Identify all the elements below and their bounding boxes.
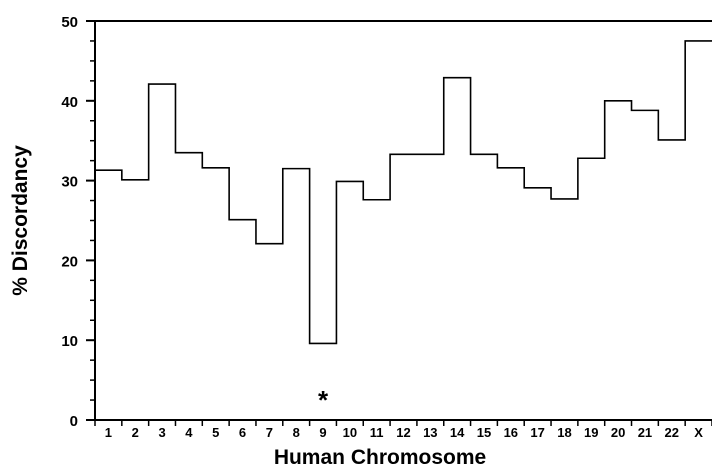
x-tick-label: 11 (370, 425, 384, 440)
x-tick-label: 10 (343, 425, 357, 440)
x-tick-label: 20 (611, 425, 625, 440)
discordancy-step-line (95, 40, 712, 345)
x-tick-label: 21 (638, 425, 652, 440)
y-tick-label: 10 (61, 333, 78, 350)
x-tick-label: 19 (584, 425, 598, 440)
x-tick-label: 3 (158, 425, 165, 440)
y-tick-label: 40 (61, 94, 78, 111)
x-tick-label: 14 (450, 425, 465, 440)
x-tick-label: 9 (319, 425, 326, 440)
x-tick-label: 5 (212, 425, 219, 440)
annotations: * (318, 385, 329, 415)
y-axis-title: % Discordancy (9, 145, 32, 296)
y-ticks: 0 10 20 30 40 50 (61, 14, 95, 430)
x-tick-label: 18 (557, 425, 571, 440)
y-tick-label: 50 (61, 14, 78, 31)
significance-asterisk: * (318, 385, 329, 415)
x-ticks: 1 2 3 4 5 6 7 8 9 10 11 12 13 14 15 16 17 18 19 20 21 22 X (94, 420, 712, 440)
x-tick-label: 6 (239, 425, 246, 440)
x-axis-title: Human Chromosome (274, 446, 486, 469)
x-tick-label: 8 (293, 425, 300, 440)
y-tick-label: 30 (61, 174, 78, 191)
x-tick-label: X (694, 425, 703, 440)
y-tick-label: 0 (70, 413, 78, 430)
x-tick-label: 4 (185, 425, 193, 440)
x-tick-label: 2 (132, 425, 139, 440)
x-tick-label: 15 (477, 425, 491, 440)
x-tick-label: 13 (423, 425, 437, 440)
axes (94, 20, 712, 421)
x-tick-label: 7 (266, 425, 273, 440)
x-tick-label: 17 (530, 425, 544, 440)
x-tick-label: 12 (396, 425, 410, 440)
y-tick-label: 20 (61, 253, 78, 270)
x-tick-label: 1 (105, 425, 112, 440)
x-tick-label: 16 (504, 425, 518, 440)
x-tick-label: 22 (665, 425, 679, 440)
